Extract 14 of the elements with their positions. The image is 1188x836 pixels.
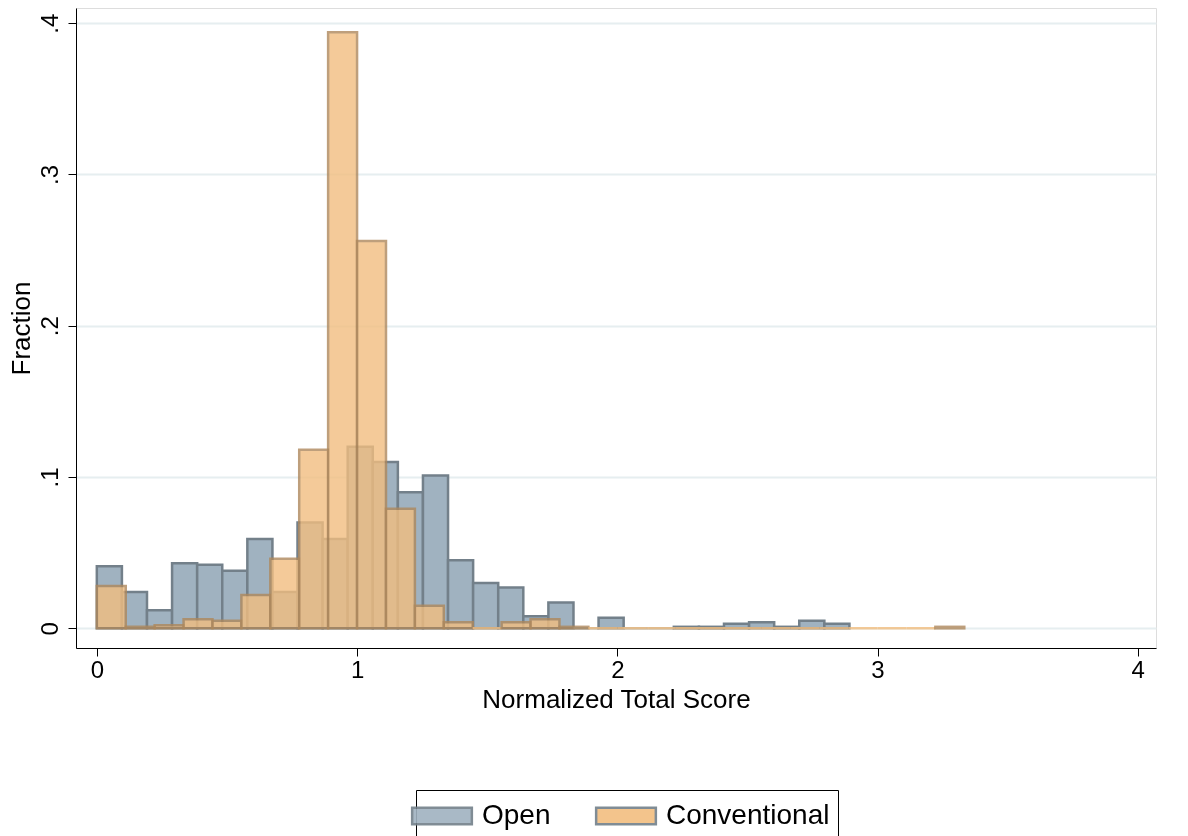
x-tick-label: 1: [350, 655, 365, 683]
x-axis-title: Normalized Total Score: [482, 683, 751, 714]
legend-label: Conventional: [666, 799, 830, 830]
legend-label: Open: [482, 799, 551, 830]
y-tick-label: .4: [35, 13, 63, 34]
x-tick-label: 3: [871, 655, 885, 683]
y-tick-label: .1: [35, 467, 63, 488]
y-tick-label: .2: [35, 316, 63, 337]
x-tick-label: 0: [90, 655, 104, 683]
x-tick-label: 2: [611, 655, 625, 683]
y-tick-label: 0: [35, 622, 63, 636]
y-tick-label: .3: [35, 164, 63, 185]
y-axis-title: Fraction: [5, 281, 36, 376]
x-tick-label: 4: [1131, 655, 1145, 683]
